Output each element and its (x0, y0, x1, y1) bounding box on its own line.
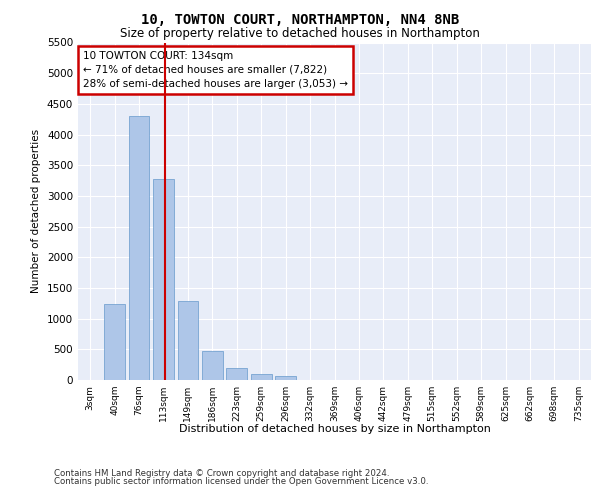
Bar (275, 376, 296, 380)
Bar (251, 374, 272, 380)
Text: Contains HM Land Registry data © Crown copyright and database right 2024.: Contains HM Land Registry data © Crown c… (54, 468, 389, 477)
Text: 10, TOWTON COURT, NORTHAMPTON, NN4 8NB: 10, TOWTON COURT, NORTHAMPTON, NN4 8NB (141, 12, 459, 26)
Text: 10 TOWTON COURT: 134sqm
← 71% of detached houses are smaller (7,822)
28% of semi: 10 TOWTON COURT: 134sqm ← 71% of detache… (83, 51, 348, 89)
Y-axis label: Number of detached properties: Number of detached properties (31, 129, 41, 294)
Bar (202, 350, 223, 380)
X-axis label: Distribution of detached houses by size in Northampton: Distribution of detached houses by size … (179, 424, 490, 434)
Text: Size of property relative to detached houses in Northampton: Size of property relative to detached ho… (120, 28, 480, 40)
Text: Contains public sector information licensed under the Open Government Licence v3: Contains public sector information licen… (54, 477, 428, 486)
Bar (104, 304, 125, 380)
Bar (153, 180, 174, 380)
Bar (178, 301, 199, 380)
Bar (128, 116, 149, 380)
Bar (226, 368, 247, 380)
